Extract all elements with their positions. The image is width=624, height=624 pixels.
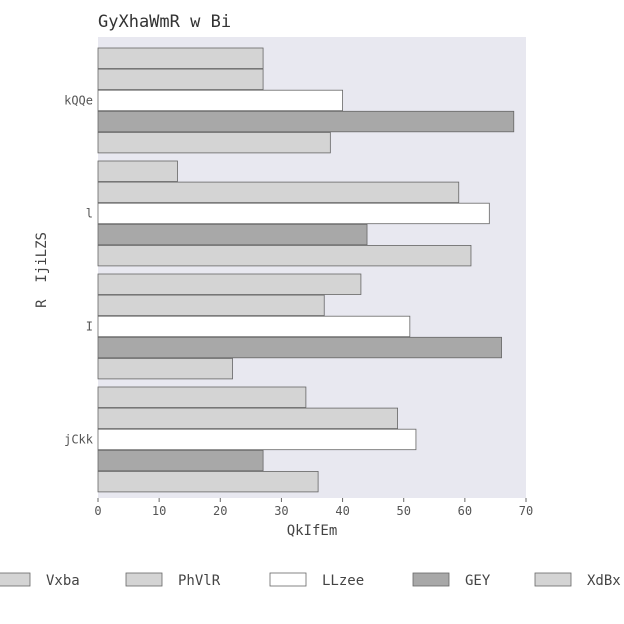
legend-swatch-XdBx — [534, 572, 572, 587]
bar-LLzee-I — [97, 315, 411, 338]
x-axis-label: QkIfEm — [287, 523, 338, 539]
legend-swatch-LLzee — [269, 572, 307, 587]
bar-XdBx-kQQe — [97, 131, 331, 154]
bar-Vxba-kQQe — [97, 47, 264, 69]
bar-LLzee-l — [97, 202, 490, 225]
chart-title: GyXhaWmR w Bi — [98, 12, 231, 32]
y-tick-label: kQQe — [64, 93, 93, 107]
y-tick-label: l — [86, 206, 93, 220]
x-tick-label: 70 — [519, 504, 533, 518]
bar-GEY-I — [97, 336, 502, 359]
legend-swatch-Vxba — [0, 572, 31, 587]
legend-label-Vxba: Vxba — [46, 573, 80, 589]
legend-label-PhVlR: PhVlR — [178, 573, 221, 589]
bar-PhVlR-I — [97, 294, 325, 317]
bar-XdBx-l — [97, 244, 472, 267]
bar-LLzee-jCkk — [97, 428, 417, 451]
legend-swatch-PhVlR — [125, 572, 163, 587]
legend-label-XdBx: XdBx — [587, 573, 621, 589]
bar-XdBx-jCkk — [97, 470, 319, 493]
x-tick-label: 40 — [335, 504, 349, 518]
bar-Vxba-jCkk — [97, 386, 307, 408]
x-tick-label: 20 — [213, 504, 227, 518]
y-tick-label: I — [86, 319, 93, 333]
legend-label-GEY: GEY — [465, 573, 491, 589]
bar-GEY-l — [97, 223, 368, 246]
bar-GEY-jCkk — [97, 449, 264, 472]
x-tick-label: 10 — [152, 504, 166, 518]
bar-PhVlR-l — [97, 181, 460, 204]
bar-XdBx-I — [97, 357, 233, 380]
x-tick-label: 50 — [396, 504, 410, 518]
x-tick-label: 60 — [458, 504, 472, 518]
bar-Vxba-l — [97, 160, 178, 182]
bar-PhVlR-kQQe — [97, 68, 264, 90]
x-tick-label: 30 — [274, 504, 288, 518]
y-axis-label: R IjiLZS — [34, 232, 50, 308]
y-tick-label: jCkk — [64, 432, 94, 446]
bar-LLzee-kQQe — [97, 89, 343, 112]
bar-PhVlR-jCkk — [97, 407, 399, 430]
legend-swatch-GEY — [412, 572, 450, 587]
bar-Vxba-I — [97, 273, 362, 295]
x-tick-label: 0 — [94, 504, 101, 518]
bar-GEY-kQQe — [97, 110, 515, 133]
legend-label-LLzee: LLzee — [322, 573, 364, 589]
